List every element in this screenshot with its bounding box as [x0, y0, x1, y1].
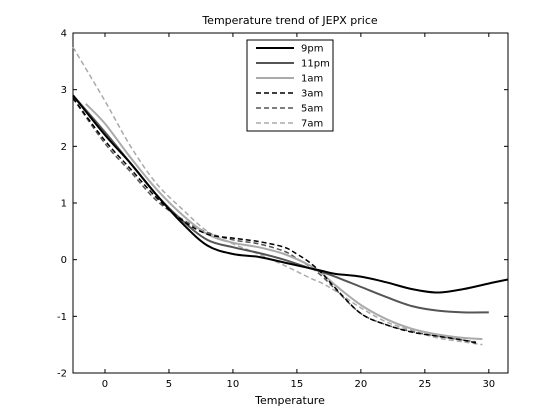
- x-tick-label: 20: [355, 379, 368, 390]
- y-tick-label: 3: [61, 85, 67, 96]
- legend-label: 7am: [301, 119, 323, 130]
- x-tick-label: 10: [227, 379, 240, 390]
- chart-title: Temperature trend of JEPX price: [201, 14, 378, 27]
- legend: 9pm 11pm 1am 3am 5am 7am: [247, 40, 333, 131]
- y-tick-label: -1: [57, 312, 67, 323]
- y-tick-label: 1: [61, 199, 67, 210]
- y-tick-label: -2: [57, 369, 67, 380]
- y-tick-label: 0: [61, 255, 67, 266]
- x-tick-label: 30: [482, 379, 495, 390]
- legend-label: 3am: [301, 89, 323, 100]
- y-tick-label: 4: [61, 29, 67, 40]
- x-tick-label: 0: [102, 379, 108, 390]
- legend-label: 9pm: [301, 44, 323, 55]
- y-tick-label: 2: [61, 142, 67, 153]
- x-tick-label: 25: [418, 379, 431, 390]
- legend-label: 11pm: [301, 59, 330, 70]
- x-tick-label: 15: [291, 379, 304, 390]
- legend-label: 5am: [301, 104, 323, 115]
- x-axis-label: Temperature: [254, 394, 325, 407]
- legend-label: 1am: [301, 74, 323, 85]
- x-tick-label: 5: [166, 379, 172, 390]
